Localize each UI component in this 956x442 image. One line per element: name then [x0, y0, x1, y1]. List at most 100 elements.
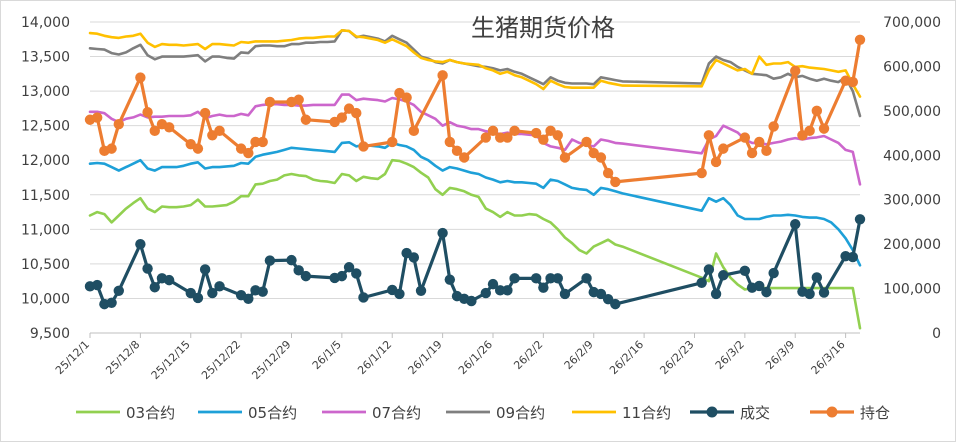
series-5-point — [538, 282, 549, 293]
series-6-point — [199, 107, 211, 119]
series-6-point — [703, 130, 715, 141]
series-line-5 — [88, 217, 862, 306]
series-6-point — [113, 118, 124, 130]
series-5-point — [135, 238, 146, 250]
series-6-point — [401, 92, 412, 103]
series-6-point — [602, 167, 614, 179]
series-markers — [84, 34, 866, 310]
series-6-point — [768, 121, 779, 132]
left-axis-tick-label: 9,500 — [30, 326, 70, 342]
series-5-point — [703, 264, 715, 275]
series-6-point — [790, 65, 801, 77]
series-6-point — [581, 136, 592, 148]
right-axis-tick-label: 500,000 — [883, 104, 941, 120]
series-5-point — [581, 273, 592, 284]
left-axis-tick-label: 10,500 — [21, 257, 70, 273]
series-6-point — [480, 132, 491, 143]
series-5-point — [394, 288, 405, 300]
left-axis-tick-label: 11,500 — [21, 188, 70, 204]
chart-title: 生猪期货价格 — [471, 14, 615, 42]
legend-label: 成交 — [740, 404, 770, 422]
legend-label: 09合约 — [496, 404, 545, 422]
left-axis-tick-label: 11,000 — [21, 222, 70, 238]
series-6-point — [502, 132, 513, 143]
series-6-point — [451, 145, 463, 157]
series-5-point — [552, 273, 563, 284]
series-5-point — [444, 274, 456, 285]
series-5-point — [487, 278, 499, 290]
series-5-point — [293, 265, 304, 276]
series-5-point — [761, 286, 772, 298]
series-6-point — [854, 34, 866, 45]
legend: 03合约 05合约 07合约 09合约 11合约 成交 持仓 — [76, 404, 890, 422]
series-6-point — [257, 136, 268, 148]
left-axis-tick-label: 12,000 — [21, 153, 70, 169]
series-6-point — [135, 72, 146, 83]
series-5-point — [142, 263, 153, 274]
series-5-point — [106, 297, 117, 308]
series-5-point — [358, 292, 369, 303]
series-6-point — [214, 125, 225, 137]
series-5-point — [351, 268, 362, 279]
series-6-point — [459, 152, 470, 163]
series-6-point — [696, 167, 707, 179]
series-5-point — [207, 287, 218, 299]
series-6-point — [610, 176, 621, 188]
series-6-point — [351, 107, 362, 119]
series-5-point — [149, 282, 160, 293]
legend-label: 07合约 — [372, 404, 421, 422]
series-6-point — [559, 152, 571, 163]
left-axis-tick-label: 13,000 — [21, 84, 70, 100]
series-5-point — [718, 270, 729, 281]
series-line-1 — [88, 141, 862, 267]
left-axis-ticks: 9,500 10,000 10,500 11,000 11,500 12,000 12,50… — [21, 15, 70, 342]
series-5-point — [243, 293, 254, 304]
series-6-point — [300, 114, 312, 125]
series-6-point — [487, 125, 499, 137]
series-5-point — [494, 285, 506, 296]
series-6-point — [552, 130, 563, 141]
series-5-point — [437, 227, 448, 239]
series-line-0 — [88, 158, 862, 330]
series-5-point — [466, 295, 477, 307]
series-6-point — [595, 152, 607, 163]
series-6-point — [293, 94, 304, 105]
series-6-point — [538, 134, 549, 145]
series-6-point — [754, 136, 765, 148]
series-5-point — [559, 288, 571, 300]
series-5-point — [847, 251, 859, 263]
series-5-point — [480, 287, 491, 299]
series-5-point — [790, 218, 801, 230]
series-5-point — [739, 265, 751, 276]
series-6-point — [739, 132, 751, 143]
series-6-point — [336, 112, 348, 123]
series-5-point — [214, 281, 225, 292]
left-axis-tick-label: 12,500 — [21, 119, 70, 135]
legend-label: 持仓 — [860, 404, 890, 422]
right-axis-tick-label: 700,000 — [883, 15, 941, 31]
series-6-point — [718, 143, 729, 154]
series-6-point — [358, 141, 369, 152]
series-6-point — [106, 143, 117, 154]
series-5-point — [811, 272, 823, 283]
series-5-point — [818, 287, 830, 298]
series-5-point — [530, 273, 542, 284]
series-5-point — [91, 279, 103, 291]
series-5-point — [710, 288, 722, 300]
series-5-point — [343, 262, 355, 273]
series-6-point — [530, 127, 542, 139]
series-line-4 — [88, 28, 862, 98]
series-6-point — [142, 106, 153, 118]
series-5-point — [502, 285, 513, 296]
series-5-point — [336, 270, 348, 282]
series-5-point — [768, 267, 779, 279]
left-axis-tick-label: 14,000 — [21, 15, 70, 31]
series-5-point — [300, 270, 312, 282]
series-6-point — [408, 125, 420, 137]
left-axis-tick-label: 10,000 — [21, 291, 70, 307]
series-5-point — [163, 274, 175, 286]
right-axis-tick-label: 400,000 — [883, 148, 941, 164]
series-5-point — [199, 264, 211, 275]
series-6-point — [804, 125, 815, 137]
